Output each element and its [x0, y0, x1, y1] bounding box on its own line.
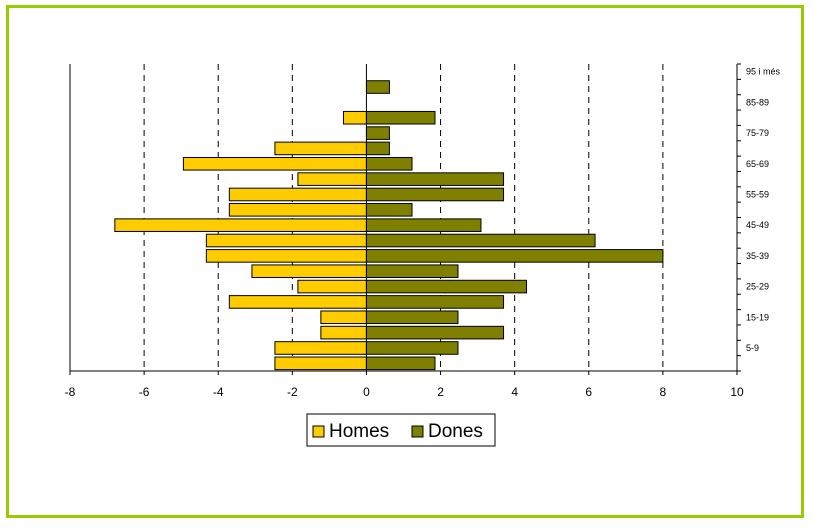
y-tick-label: 15-19	[746, 312, 769, 322]
bar-dones-20-24	[365, 295, 505, 309]
legend-swatch-homes	[312, 425, 325, 438]
y-tick-label: 65-69	[746, 159, 769, 169]
bar-dones-90-94	[365, 80, 390, 94]
bar-homes-10-14	[320, 325, 367, 340]
x-tick-labels: -8 -6 -4 -2 0 2 4 6 8 10	[65, 385, 744, 399]
bar-dones-35-39	[365, 249, 664, 263]
bar-homes-0-4	[274, 356, 367, 371]
bar-dones-50-54	[365, 203, 413, 217]
x-tick-label: 4	[511, 385, 518, 399]
y-tick-label: 45-49	[746, 220, 769, 230]
legend-label-homes: Homes	[329, 421, 389, 442]
bar-dones-60-64	[365, 172, 505, 186]
bar-homes-55-59	[228, 187, 367, 202]
bar-dones-0-4	[365, 356, 436, 371]
bar-dones-65-69	[365, 156, 413, 171]
bar-homes-30-34	[251, 264, 367, 279]
x-tick-label: -2	[287, 385, 298, 399]
bars	[114, 80, 664, 371]
legend: Homes Dones	[306, 413, 496, 447]
bar-dones-45-49	[365, 218, 482, 232]
bar-dones-15-19	[365, 310, 459, 325]
y-tick-label: 5-9	[746, 343, 759, 353]
bar-homes-60-64	[297, 172, 367, 186]
gridlines	[143, 64, 664, 371]
y-tick-label: 25-29	[746, 282, 769, 292]
bar-dones-10-14	[365, 325, 505, 340]
x-tick-label: -8	[65, 385, 76, 399]
y-tick-label: 85-89	[746, 97, 769, 107]
bar-dones-75-79	[365, 126, 390, 140]
x-tick-label: 6	[585, 385, 592, 399]
bar-homes-15-19	[320, 310, 367, 325]
bar-homes-20-24	[228, 295, 367, 309]
legend-swatch-dones	[411, 425, 424, 438]
bar-dones-25-29	[365, 279, 528, 294]
bar-homes-35-39	[205, 249, 367, 263]
y-tick-labels: 5-9 15-19 25-29 35-39 45-49 55-59 65-69 75-79 85…	[746, 67, 781, 353]
bar-homes-70-74	[274, 141, 367, 156]
bar-homes-45-49	[114, 218, 367, 232]
bar-homes-40-44	[205, 233, 367, 248]
bar-dones-80-84	[365, 110, 436, 125]
x-tick-label: -6	[139, 385, 150, 399]
bar-homes-65-69	[182, 156, 367, 171]
bar-dones-30-34	[365, 264, 459, 279]
x-tick-label: 10	[730, 385, 744, 399]
legend-box	[306, 413, 496, 447]
bar-dones-40-44	[365, 233, 596, 248]
y-tick-label: 75-79	[746, 128, 769, 138]
legend-label-dones: Dones	[428, 421, 483, 442]
x-tick-label: -4	[213, 385, 224, 399]
x-tick-label: 8	[660, 385, 667, 399]
bar-homes-25-29	[297, 279, 367, 294]
bar-dones-55-59	[365, 187, 505, 202]
bar-dones-5-9	[365, 341, 459, 355]
bar-homes-5-9	[274, 341, 367, 355]
y-tick-label: 35-39	[746, 251, 769, 261]
axes	[69, 63, 741, 375]
x-tick-label: 2	[437, 385, 444, 399]
bar-homes-50-54	[228, 203, 367, 217]
y-tick-label: 95 i més	[746, 67, 781, 77]
x-tick-label: 0	[363, 385, 370, 399]
bar-dones-70-74	[365, 141, 390, 156]
bar-homes-80-84	[342, 110, 367, 125]
y-tick-label: 55-59	[746, 189, 769, 199]
